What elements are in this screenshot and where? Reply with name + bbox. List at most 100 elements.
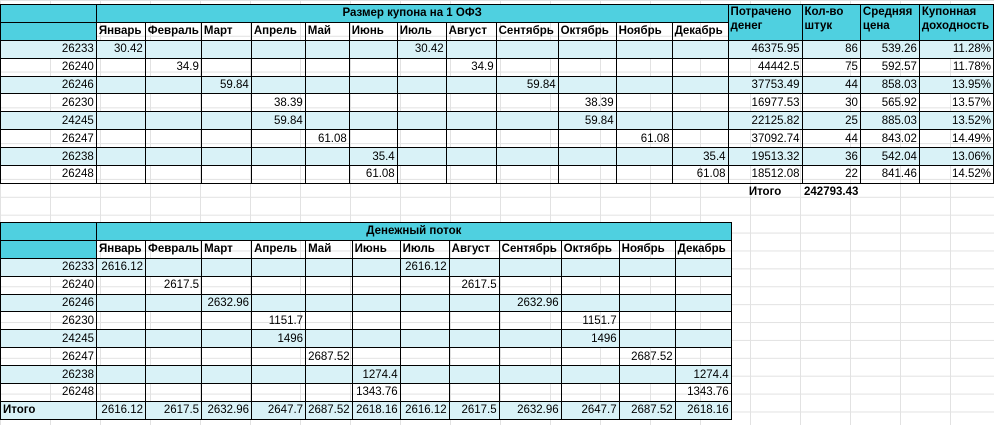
cashflow-cell[interactable] [448,293,500,313]
coupon-cell[interactable] [200,129,252,149]
cell-yield[interactable]: 11.78% [918,57,994,77]
corner-cell[interactable] [0,4,97,23]
cell-qty[interactable]: 30 [801,93,861,113]
cashflow-cell[interactable]: 2616.12 [96,257,146,277]
coupon-cell[interactable] [95,75,146,95]
coupon-cell[interactable] [615,111,673,131]
coupon-cell[interactable] [396,129,447,149]
cell-avg[interactable]: 539.26 [859,39,920,59]
cashflow-cell[interactable] [674,329,732,349]
cashflow-cell[interactable]: 2632.96 [201,293,253,313]
cashflow-cell[interactable] [618,275,676,295]
cashflow-cell[interactable]: 2632.96 [498,293,562,313]
cell-qty[interactable]: 86 [801,39,861,59]
coupon-cell[interactable] [615,93,673,113]
bond-id-cell[interactable]: 26246 [0,293,97,313]
cashflow-cell[interactable] [144,329,203,349]
coupon-cell[interactable] [95,93,146,113]
cell-spent[interactable]: 18512.08 [727,165,803,184]
cashflow-cell[interactable] [560,347,620,367]
empty-cell[interactable] [201,183,251,200]
coupon-cell[interactable] [304,111,350,131]
coupon-cell[interactable] [671,93,729,113]
cell-yield[interactable]: 13.95% [918,75,994,95]
empty-cell[interactable] [1,183,97,200]
cashflow-cell[interactable] [144,311,203,331]
coupon-cell[interactable] [200,147,252,167]
cell-spent[interactable]: 37753.49 [727,75,803,95]
cashflow-cell[interactable] [674,275,732,295]
coupon-cell[interactable] [304,147,350,167]
cashflow-cell[interactable] [144,347,203,367]
coupon-cell[interactable] [396,93,447,113]
bond-id-cell[interactable]: 26238 [0,147,97,167]
coupon-cell[interactable] [144,129,202,149]
cashflow-cell[interactable] [498,365,562,385]
cell-spent[interactable]: 37092.74 [727,129,803,149]
bond-id-cell[interactable]: 26230 [0,93,97,113]
cashflow-cell[interactable] [251,293,307,313]
coupon-cell[interactable] [348,39,398,59]
cashflow-cell[interactable] [305,257,353,277]
coupon-cell[interactable] [445,75,497,95]
total-spent[interactable]: 242793.43 [804,186,859,199]
cashflow-cell[interactable] [144,293,203,313]
cell-yield[interactable]: 11.28% [918,39,994,59]
cell-spent[interactable]: 16977.53 [727,93,803,113]
coupon-cell[interactable] [95,147,146,167]
coupon-cell[interactable] [348,57,398,77]
coupon-cell[interactable] [495,57,559,77]
coupon-cell[interactable] [445,93,497,113]
cashflow-cell[interactable] [618,311,676,331]
cashflow-cell[interactable] [399,347,450,367]
coupon-cell[interactable] [144,147,202,167]
coupon-cell[interactable] [615,75,673,95]
cashflow-cell[interactable] [96,383,146,402]
empty-cell[interactable] [251,183,305,200]
coupon-cell[interactable] [95,129,146,149]
cashflow-cell[interactable] [399,365,450,385]
empty-cell[interactable] [558,183,616,200]
cell-avg[interactable]: 841.46 [859,165,920,184]
coupon-cell[interactable] [671,57,729,77]
coupon-cell[interactable] [348,111,398,131]
coupon-cell[interactable] [200,57,252,77]
bond-id-cell[interactable]: 26240 [0,57,97,77]
cashflow-cell[interactable] [618,383,676,402]
corner-cell[interactable] [0,21,97,41]
cashflow-cell[interactable]: 2616.12 [399,257,450,277]
cashflow-cell[interactable] [674,293,732,313]
cell-avg[interactable]: 592.57 [859,57,920,77]
cashflow-cell[interactable] [399,311,450,331]
empty-cell[interactable] [349,183,397,200]
cashflow-cell[interactable]: 1496 [560,329,620,349]
coupon-cell[interactable]: 30.42 [95,39,146,59]
cashflow-cell[interactable] [618,365,676,385]
cashflow-cell[interactable] [201,257,253,277]
bond-id-cell[interactable]: 26233 [0,257,97,277]
coupon-cell[interactable] [557,57,617,77]
coupon-cell[interactable] [95,57,146,77]
cashflow-cell[interactable] [448,257,500,277]
cashflow-cell[interactable] [498,329,562,349]
empty-cell[interactable] [860,183,919,200]
coupon-cell[interactable] [200,111,252,131]
bond-id-cell[interactable]: 26247 [0,129,97,149]
coupon-cell[interactable]: 59.84 [557,111,617,131]
cell-yield[interactable]: 13.52% [918,111,994,131]
empty-cell[interactable] [305,183,349,200]
coupon-cell[interactable] [304,75,350,95]
cashflow-cell[interactable] [618,329,676,349]
coupon-cell[interactable] [557,129,617,149]
coupon-cell[interactable] [671,129,729,149]
coupon-cell[interactable] [144,165,202,184]
bond-id-cell[interactable]: 26248 [0,383,97,402]
cell-qty[interactable]: 22 [801,165,861,184]
coupon-cell[interactable]: 59.84 [200,75,252,95]
total-cell[interactable]: 2647.7 [251,400,307,420]
coupon-cell[interactable] [445,129,497,149]
coupon-cell[interactable] [250,165,306,184]
bond-id-cell[interactable]: 26247 [0,347,97,367]
cashflow-cell[interactable] [498,383,562,402]
coupon-cell[interactable] [304,165,350,184]
